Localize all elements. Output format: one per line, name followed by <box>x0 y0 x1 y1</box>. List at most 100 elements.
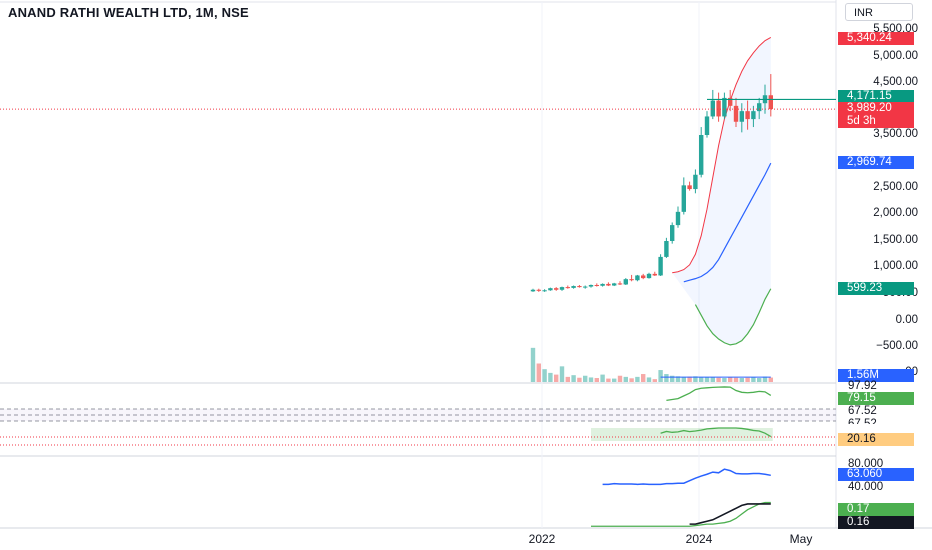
candle-body <box>623 279 628 285</box>
volume-bar <box>693 376 698 382</box>
price-tick: 3,500.00 <box>873 128 918 140</box>
time-tick-2024: 2024 <box>685 532 713 546</box>
candle-body <box>728 97 733 106</box>
volume-bar <box>623 376 628 382</box>
candle-body <box>733 105 739 122</box>
volume-bar <box>530 347 536 382</box>
volume-bar <box>768 377 773 382</box>
candle-body <box>681 185 686 212</box>
volume-bar <box>617 375 623 382</box>
candle-body <box>745 111 750 120</box>
price-tick: 1,500.00 <box>873 234 918 246</box>
osc-blue-line <box>602 468 771 486</box>
candle-body <box>629 279 634 281</box>
candle-body <box>530 289 536 292</box>
bollinger-lower-line <box>694 288 772 346</box>
candle-body <box>554 288 559 290</box>
volume-bar <box>588 377 594 382</box>
rsi-tick: 67.52 <box>848 405 877 417</box>
osc-tick: 80.000 <box>848 458 884 470</box>
candle-body <box>536 289 541 291</box>
rsi-band-fill <box>0 409 836 421</box>
volume-bar <box>751 377 756 382</box>
candle-body <box>710 100 715 117</box>
volume-bar <box>612 378 617 382</box>
candle-body <box>664 241 669 257</box>
candle-body <box>646 273 652 279</box>
rsi-tick-cut: 67.52 <box>848 418 877 424</box>
volume-bar <box>548 372 553 382</box>
candle-body <box>565 287 570 289</box>
volume-bar <box>571 375 576 382</box>
volume-bar <box>675 376 681 382</box>
volume-bar <box>577 377 582 382</box>
volume-bar <box>536 363 541 382</box>
volume-bar <box>635 376 640 382</box>
candle-body <box>594 284 599 286</box>
last-price-badge: 3,989.20 5d 3h <box>838 102 914 128</box>
volume-bar <box>681 376 686 382</box>
bar-countdown: 5d 3h <box>847 115 876 127</box>
volume-bar <box>594 378 599 382</box>
volume-bar <box>687 376 692 382</box>
candle-body <box>658 256 663 276</box>
candle-body <box>559 287 565 290</box>
sma-badge: 4,171.15 <box>838 90 914 103</box>
price-tick: 4,500.00 <box>873 76 918 88</box>
time-tick-2022: 2022 <box>528 532 556 546</box>
last-price-value: 3,989.20 <box>847 102 892 114</box>
candle-body <box>612 283 617 286</box>
candle-body <box>588 284 594 287</box>
currency-selector[interactable]: INR <box>845 3 913 21</box>
bb-lower-badge: 599.23 <box>838 282 914 295</box>
osc-black-badge: 0.16 <box>838 516 914 529</box>
price-tick: 5,000.00 <box>873 50 918 62</box>
candle-body <box>768 95 773 110</box>
candle-body <box>635 275 640 281</box>
price-tick: 2,500.00 <box>873 181 918 193</box>
bollinger-upper-line <box>672 37 772 274</box>
volume-bar <box>652 379 657 382</box>
candle-body <box>652 273 657 276</box>
volume-bar <box>583 375 588 382</box>
osc-tick: 40.000 <box>848 481 884 493</box>
bb-upper-badge: 5,340.24 <box>838 32 914 45</box>
volume-bar <box>739 378 744 382</box>
candle-body <box>617 283 623 285</box>
volume-bar <box>762 376 768 382</box>
time-tick-may: May <box>789 532 813 546</box>
candle-body <box>670 225 675 241</box>
chart-title: ANAND RATHI WEALTH LTD, 1M, NSE <box>8 5 249 20</box>
volume-bar <box>704 377 710 382</box>
volume-bar <box>710 377 715 382</box>
volume-bar <box>542 369 547 382</box>
candle-body <box>675 211 681 226</box>
volume-badge: 1.56M <box>838 369 914 382</box>
osc-black-line <box>689 503 771 525</box>
price-tick: 1,000.00 <box>873 260 918 272</box>
volume-bar <box>745 377 750 382</box>
volume-bar <box>600 374 605 382</box>
rsi2-line <box>660 427 772 438</box>
volume-bar <box>728 377 733 382</box>
candle-body <box>751 111 756 120</box>
candle-body <box>606 283 611 286</box>
candle-body <box>699 135 704 175</box>
candle-body <box>757 103 762 112</box>
candle-body <box>704 116 710 135</box>
volume-bar <box>554 374 559 382</box>
candle-body <box>641 275 646 279</box>
candle-body <box>739 111 744 122</box>
osc-green-badge: 0.17 <box>838 503 914 516</box>
candle-body <box>687 185 692 190</box>
volume-bar <box>733 377 739 382</box>
candle-body <box>716 100 721 117</box>
price-tick: 2,000.00 <box>873 207 918 219</box>
candle-body <box>577 286 582 288</box>
volume-bar <box>606 378 611 382</box>
price-tick: −500.00 <box>876 340 918 352</box>
rsi2-zone-fill <box>591 428 773 441</box>
volume-bar <box>565 376 570 382</box>
candle-body <box>722 97 727 117</box>
